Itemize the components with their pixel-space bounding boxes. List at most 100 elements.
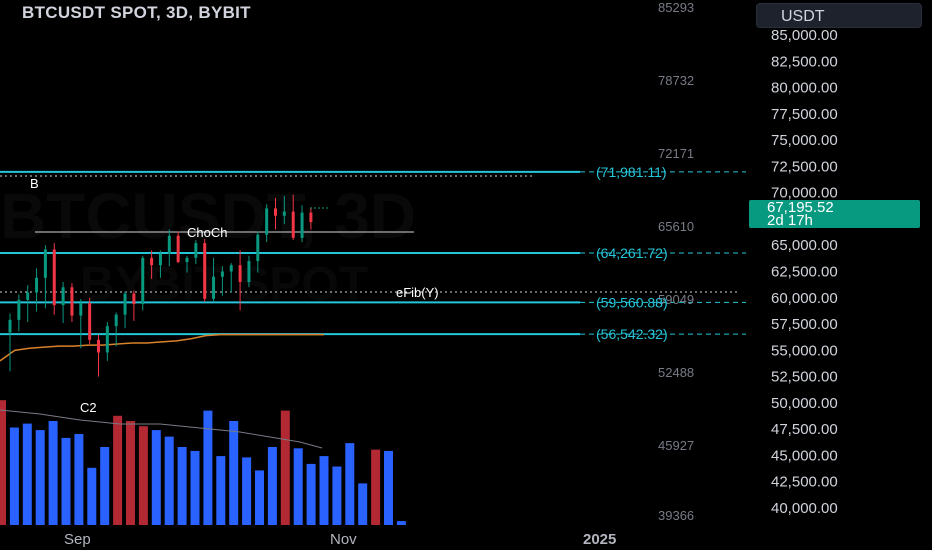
volume-profile-label: 59049 [658,292,694,307]
volume-bar [190,450,200,525]
volume-profile-label: 45927 [658,438,694,453]
efib-label: eFib(Y) [396,285,439,300]
volume-bar [229,421,239,525]
volume-profile-label: 72171 [658,146,694,161]
volume-profile-label: 65610 [658,219,694,234]
ema-polyline [0,333,324,362]
currency-button[interactable]: USDT [756,3,922,28]
c2-label: C2 [80,400,97,415]
candle-body [158,253,162,266]
volume-bar [216,456,226,525]
candle-body [212,276,216,299]
candle-body [8,319,12,333]
price-tick: 70,000.00 [771,185,838,202]
time-axis-nov: Nov [330,531,357,548]
last-price-tag: 67,195.52 2d 17h [749,200,920,228]
volume-bar [74,434,84,525]
volume-profile-labels: 85293 78732 72171 65610 59049 52488 45927 39366 [658,0,694,523]
candle-body [238,265,242,283]
candle-body [282,211,286,216]
candle-body [220,271,224,277]
price-tick: 77,500.00 [771,106,838,123]
price-tick: 80,000.00 [771,80,838,97]
volume-bar [87,467,97,525]
volume-ma-line [0,409,323,449]
candle-body [247,260,251,283]
level-label: (64,261.72) [596,245,668,261]
watermark-text: BTCUSDT, 3D [0,180,416,252]
candle-body [300,212,304,238]
candles [8,194,313,377]
candle-body [256,234,260,261]
candle-countdown: 2d 17h [767,212,813,229]
volume-bar [280,410,290,525]
volume-bars [0,400,406,525]
volume-bar [345,443,355,525]
price-tick: 50,000.00 [771,395,838,412]
candle-body [194,243,198,258]
level-label: (71,981.11) [596,164,667,180]
candle-body [185,257,189,263]
candle-body [17,299,21,320]
volume-bar [164,436,174,525]
volume-bar [61,437,71,525]
candle-body [150,257,154,266]
volume-bar [242,457,252,525]
price-tick: 65,000.00 [771,237,838,254]
volume-bar [0,400,6,525]
candle-body [105,326,109,353]
b-label: B [30,176,39,191]
candle-body [274,208,277,216]
last-price-value: 67,195.52 [767,199,834,216]
candle-body [167,235,171,254]
price-tick: 40,000.00 [771,500,838,517]
volume-bar [48,421,58,525]
volume-bar [126,421,135,525]
candle-body [88,303,92,340]
candle-body [61,287,65,306]
candle-body [97,339,100,353]
volume-bar [384,450,393,525]
candle-body [114,314,118,327]
volume-bar [151,430,161,525]
volume-bar [319,456,329,525]
candle-body [141,257,145,305]
candle-body [291,211,295,238]
volume-bar [255,470,264,525]
candle-body [35,277,39,293]
candle-body [79,303,83,316]
volume-profile-label: 85293 [658,0,694,15]
price-tick: 60,000.00 [771,290,838,307]
price-axis[interactable]: 85,000.00 82,500.00 80,000.00 77,500.00 75,0… [771,27,838,517]
candle-body [52,249,56,306]
volume-bar [138,426,148,525]
price-tick: 45,000.00 [771,447,838,464]
price-tick: 85,000.00 [771,27,838,44]
price-tick: 75,000.00 [771,132,838,149]
volume-profile-label: 78732 [658,73,694,88]
candle-body [265,208,269,235]
candle-body [70,287,74,316]
candle-body [43,249,47,278]
level-labels: (71,981.11) (64,261.72) (59,560.88) (56,542… [596,164,668,342]
volume-bar [293,448,303,525]
volume-bar [100,447,110,525]
candle-body [132,293,136,305]
price-tick: 82,500.00 [771,53,838,70]
volume-profile-label: 39366 [658,508,694,523]
volume-bar [358,483,368,525]
time-axis-2025: 2025 [583,531,616,548]
price-tick: 72,500.00 [771,158,838,175]
price-tick: 52,500.00 [771,369,838,386]
candle-body [203,243,207,299]
volume-bar [9,427,19,525]
volume-bar [267,447,277,525]
volume-bar [35,430,45,525]
chart-title: BTCUSDT SPOT, 3D, BYBIT [22,3,251,22]
candle-body [26,292,30,300]
candle-body [309,212,313,223]
volume-bar [396,521,406,525]
volume-profile-label: 52488 [658,365,694,380]
volume-bar [203,410,213,525]
